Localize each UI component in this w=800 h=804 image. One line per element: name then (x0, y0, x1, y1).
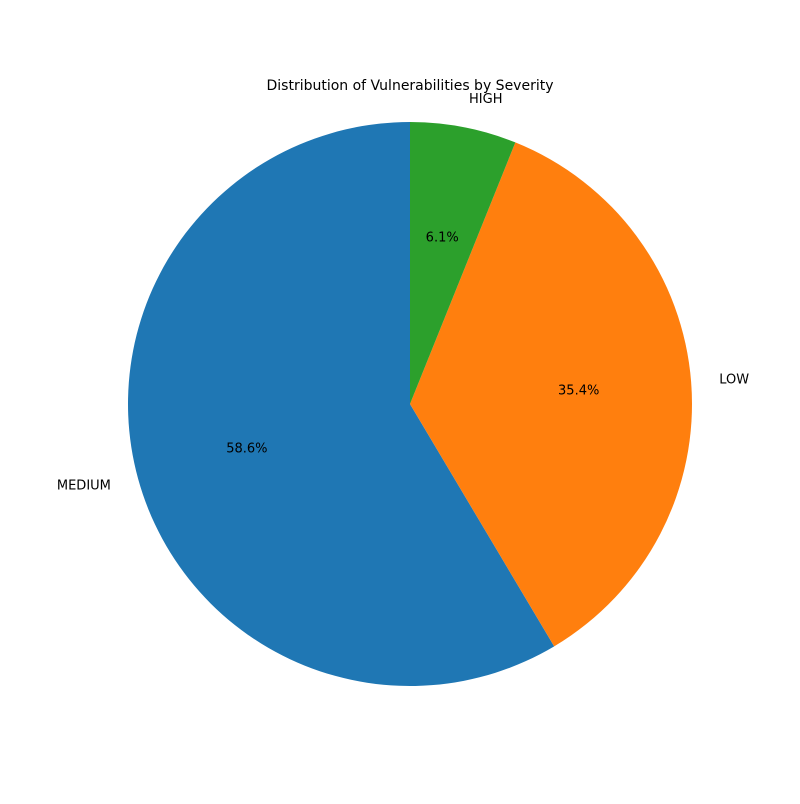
slice-label-medium: MEDIUM (57, 479, 111, 494)
chart-title: Distribution of Vulnerabilities by Sever… (266, 78, 553, 94)
pie-slice-medium (128, 122, 555, 686)
pie-slice-low (410, 142, 692, 647)
slice-percent-high: 6.1% (426, 230, 459, 245)
slice-label-low: LOW (719, 373, 749, 388)
pie-labels: MEDIUM 58.6% LOW 35.4% HIGH 6.1% (57, 92, 749, 494)
pie-slices (128, 122, 692, 686)
slice-percent-low: 35.4% (558, 384, 599, 399)
slice-label-high: HIGH (469, 92, 502, 107)
pie-slice-high (410, 122, 516, 404)
slice-percent-medium: 58.6% (226, 441, 267, 456)
